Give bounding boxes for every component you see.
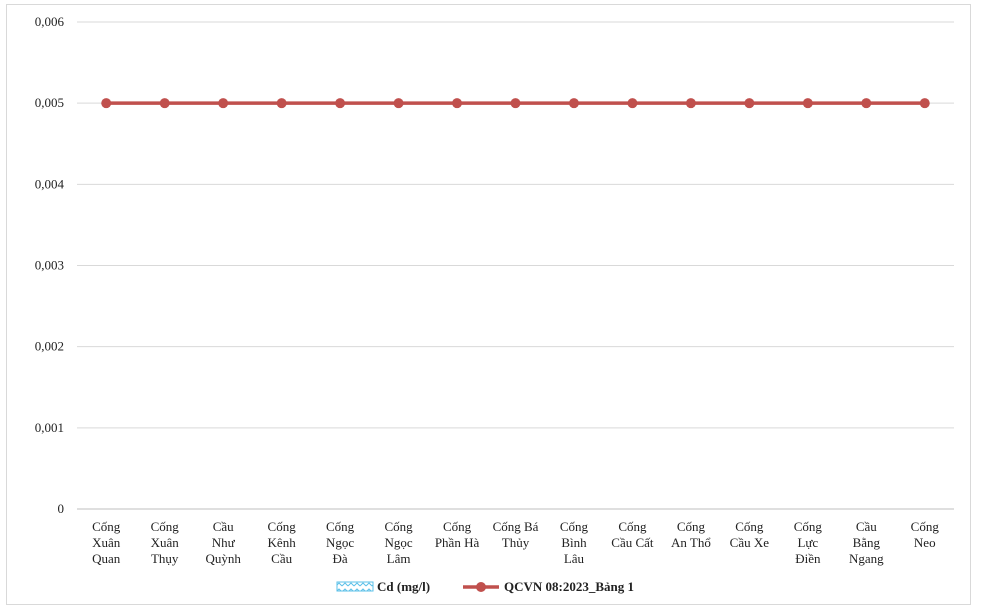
y-tick-label: 0,001	[35, 420, 64, 435]
x-tick-label: Cống Neo	[911, 519, 940, 550]
data-point-qcvn	[919, 98, 930, 109]
legend-label-cd: Cd (mg/l)	[377, 579, 430, 594]
x-tick-label: Cống Cầu Cất	[611, 519, 654, 550]
x-tick-label: Cống Ngọc Đà	[326, 519, 355, 566]
data-point-qcvn	[627, 98, 638, 109]
x-tick-label: Cống Bá Thủy	[493, 519, 539, 550]
y-tick-label: 0,002	[35, 339, 64, 354]
x-tick-label: Cống Bình Lâu	[560, 519, 589, 566]
x-tick-label: Cầu Bằng Ngang	[849, 519, 884, 566]
data-point-qcvn	[452, 98, 463, 109]
data-point-qcvn	[393, 98, 404, 109]
data-point-qcvn	[861, 98, 872, 109]
y-tick-label: 0,005	[35, 95, 64, 110]
x-tick-label: Cống Phần Hà	[435, 519, 480, 550]
legend-label-qcvn: QCVN 08:2023_Bảng 1	[504, 579, 634, 594]
data-point-qcvn	[802, 98, 813, 109]
x-tick-label: Cống Cầu Xe	[730, 519, 770, 550]
legend-swatch-qcvn-marker	[476, 582, 486, 592]
data-point-qcvn	[685, 98, 696, 109]
x-tick-label: Cống Lực Điền	[794, 519, 823, 566]
data-point-qcvn	[568, 98, 579, 109]
y-tick-label: 0,004	[35, 176, 65, 191]
legend-swatch-cd	[336, 581, 374, 592]
x-tick-label: Cống Kênh Cầu	[268, 519, 297, 566]
x-tick-label: Cống An Thổ	[671, 519, 711, 550]
data-point-qcvn	[276, 98, 287, 109]
y-tick-label: 0	[58, 501, 65, 516]
data-point-qcvn	[510, 98, 521, 109]
data-point-qcvn	[218, 98, 229, 109]
data-point-qcvn	[159, 98, 170, 109]
y-tick-label: 0,006	[35, 14, 65, 29]
x-tick-label: Cầu Như Quỳnh	[205, 519, 241, 566]
data-point-qcvn	[335, 98, 346, 109]
x-tick-label: Cống Ngọc Lâm	[384, 519, 413, 566]
data-point-qcvn	[744, 98, 755, 109]
data-point-qcvn	[101, 98, 112, 109]
x-tick-label: Cống Xuân Thụy	[151, 519, 180, 566]
y-tick-label: 0,003	[35, 258, 64, 273]
x-tick-label: Cống Xuân Quan	[92, 519, 121, 566]
